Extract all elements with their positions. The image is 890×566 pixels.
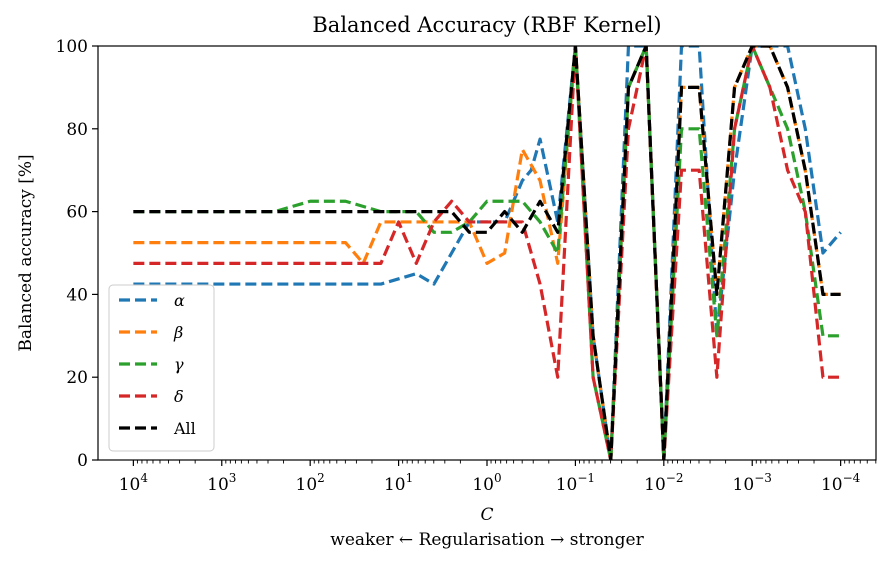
y-tick-label: 20	[66, 368, 88, 388]
series-line-1	[133, 46, 842, 460]
series-line-4	[133, 46, 841, 460]
y-tick-label: 0	[77, 451, 88, 471]
x-tick-label: 10−4	[821, 471, 861, 495]
x-tick-label: 10−1	[556, 471, 595, 495]
x-tick-label: 100	[472, 471, 501, 495]
y-axis-label: Balanced accuracy [%]	[16, 154, 36, 351]
legend-label-2: β	[173, 323, 183, 342]
chart-title: Balanced Accuracy (RBF Kernel)	[312, 13, 661, 37]
x-tick-label: 10−2	[644, 471, 683, 495]
x-axis-sublabel: weaker ← Regularisation → stronger	[330, 530, 644, 550]
legend-frame	[108, 284, 215, 452]
y-tick-label: 100	[56, 37, 88, 57]
x-tick-label: 102	[296, 471, 325, 495]
axis-layer: 0 20 40 60 80 100 104 103 102 101 100 10−1 10−2 10−3 1…	[56, 37, 877, 495]
y-tick-label: 80	[66, 120, 88, 140]
series-line-5	[133, 46, 841, 460]
x-tick-label: 101	[384, 471, 413, 495]
x-tick-label: 10−3	[733, 471, 772, 495]
y-tick-label: 60	[66, 203, 88, 223]
x-tick-label: 104	[119, 471, 149, 495]
y-tick-label: 40	[66, 285, 88, 305]
legend-label-5: All	[173, 419, 196, 438]
legend-label-1: α	[174, 291, 185, 310]
legend-label-4: δ	[174, 387, 184, 406]
series-layer	[133, 46, 842, 460]
x-tick-label: 103	[207, 471, 236, 495]
legend-label-3: γ	[174, 355, 184, 374]
x-axis-label: C	[480, 505, 493, 525]
